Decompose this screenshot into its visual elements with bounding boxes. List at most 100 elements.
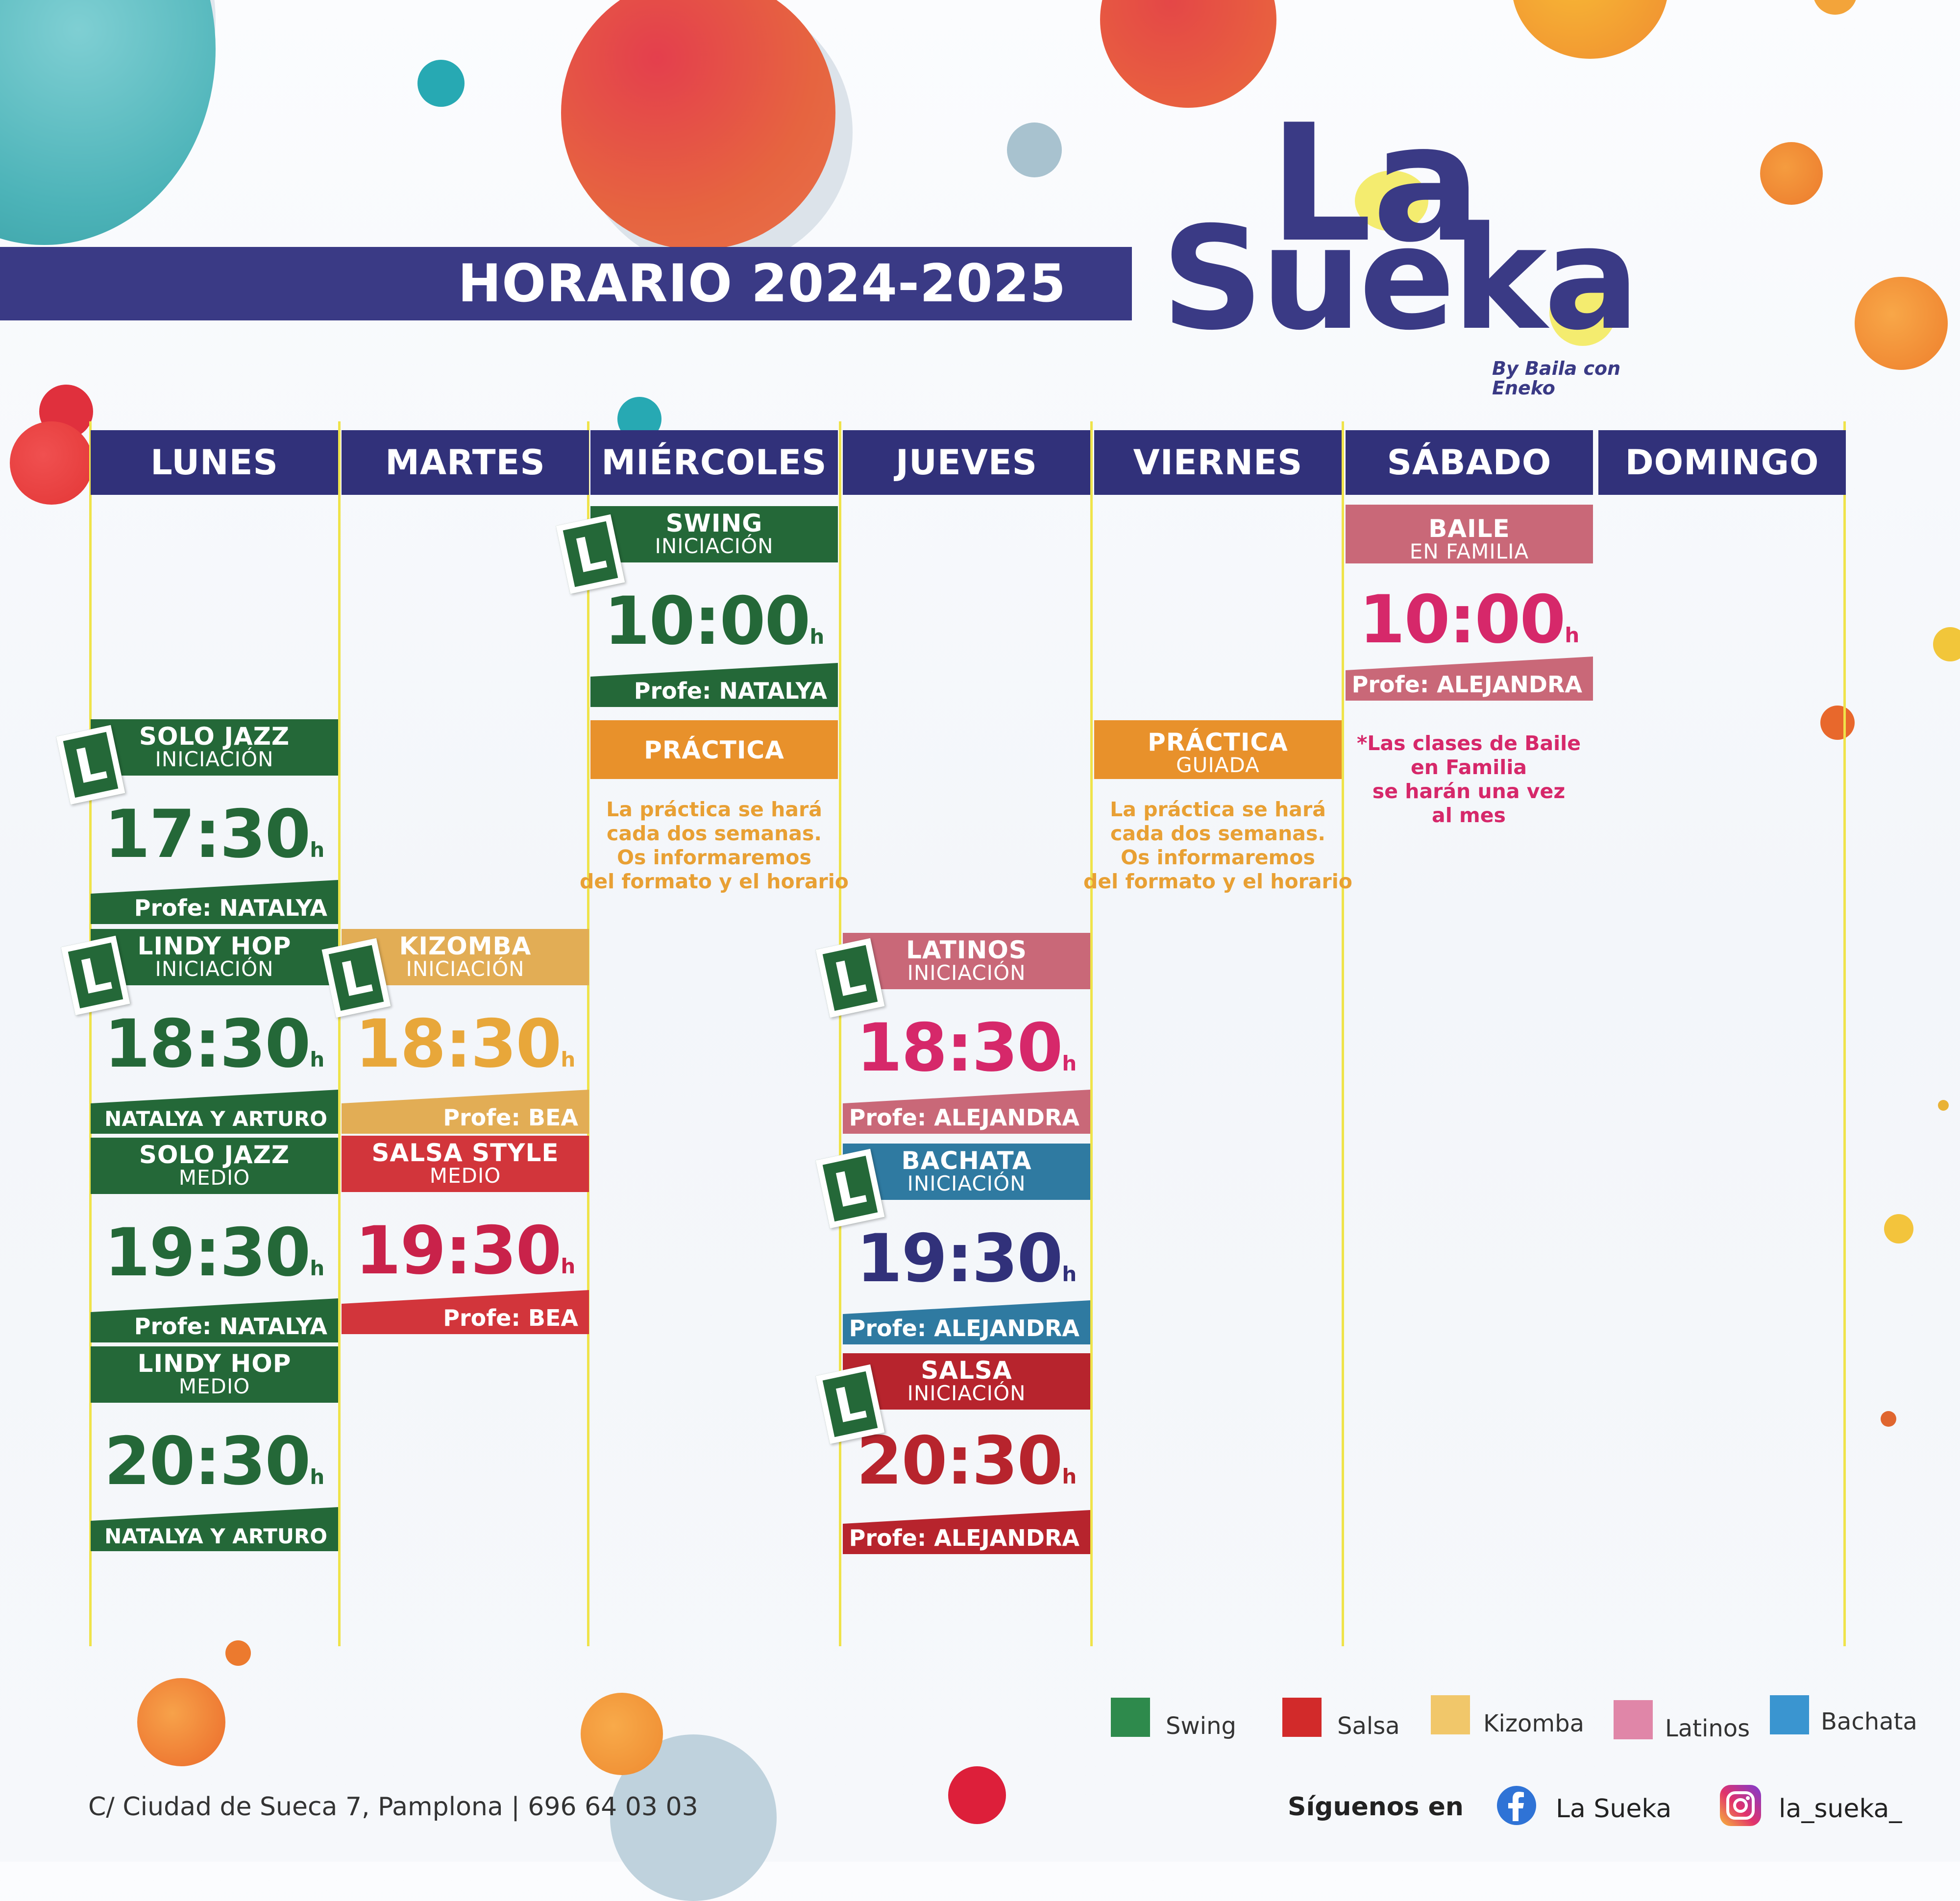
class-level: INICIACIÓN: [155, 747, 274, 771]
class-name: LINDY HOP: [137, 932, 292, 960]
class-time-value: 20:30: [104, 1423, 311, 1500]
class-teacher-label: Profe: BEA: [443, 1104, 578, 1131]
class-header: BACHATA INICIACIÓN: [843, 1144, 1090, 1200]
logo-line-2: Sueka: [1161, 196, 1640, 362]
logo-accents: [1355, 171, 1616, 346]
class-time-value: 18:30: [856, 1009, 1063, 1086]
practica-level: GUIADA: [1176, 753, 1260, 777]
class-teacher-label: NATALYA Y ARTURO: [104, 1107, 327, 1131]
class-time: 17:30h: [91, 800, 338, 884]
class-time-unit: h: [1062, 1051, 1077, 1075]
class-card: SWING INICIACIÓN 10:00h Profe: NATALYA: [590, 506, 838, 712]
class-card: LINDY HOP INICIACIÓN 18:30h NATALYA Y AR…: [91, 929, 338, 1135]
facebook-handle: La Sueka: [1556, 1794, 1672, 1824]
class-card: SALSA INICIACIÓN 20:30h Profe: ALEJANDRA: [843, 1353, 1090, 1559]
class-time-unit: h: [561, 1048, 576, 1072]
class-time-unit: h: [310, 1465, 325, 1489]
day-label: VIERNES: [1094, 430, 1342, 495]
class-teacher: Profe: NATALYA: [91, 875, 338, 924]
class-teacher: Profe: BEA: [342, 1085, 589, 1134]
class-time-unit: h: [310, 1048, 325, 1072]
class-time: 19:30h: [342, 1217, 589, 1301]
class-time-unit: h: [561, 1254, 576, 1278]
class-teacher: Profe: BEA: [342, 1285, 589, 1334]
class-teacher-label: Profe: NATALYA: [134, 895, 327, 921]
day-label: DOMINGO: [1598, 430, 1846, 495]
class-header: SOLO JAZZ MEDIO: [91, 1138, 338, 1194]
class-level: INICIACIÓN: [406, 957, 525, 981]
note-line: La práctica se hará: [1110, 798, 1326, 821]
class-time: 10:00h: [590, 587, 838, 671]
class-header: SALSA INICIACIÓN: [843, 1353, 1090, 1410]
class-time: 18:30h: [342, 1010, 589, 1094]
instagram-icon: [1720, 1785, 1761, 1826]
class-time-value: 19:30: [355, 1212, 562, 1289]
legend-swatch: [1614, 1700, 1653, 1739]
class-time: 19:30h: [843, 1224, 1090, 1309]
class-teacher-label: Profe: ALEJANDRA: [849, 1525, 1079, 1551]
facebook-icon: [1497, 1786, 1536, 1825]
class-time-unit: h: [1062, 1464, 1077, 1488]
class-teacher: NATALYA Y ARTURO: [91, 1502, 338, 1551]
page-title: HORARIO 2024-2025: [458, 253, 1066, 314]
note-line: se harán una vez: [1372, 780, 1566, 803]
note-line: La práctica se hará: [606, 798, 822, 821]
note-line: cada dos semanas.: [1110, 822, 1325, 845]
practica-name: PRÁCTICA: [644, 736, 784, 764]
class-card: KIZOMBA INICIACIÓN 18:30h Profe: BEA: [342, 929, 589, 1135]
note-line: del formato y el horario: [1083, 870, 1352, 893]
class-name: SWING: [665, 509, 763, 537]
class-teacher: NATALYA Y ARTURO: [91, 1085, 338, 1134]
note-line: Os informaremos: [617, 846, 811, 869]
class-name: KIZOMBA: [399, 932, 532, 960]
legend-label: Latinos: [1665, 1715, 1750, 1742]
note-line: del formato y el horario: [580, 870, 849, 893]
class-teacher: Profe: ALEJANDRA: [843, 1085, 1090, 1134]
class-time-unit: h: [1565, 623, 1580, 647]
class-time-value: 20:30: [856, 1422, 1063, 1499]
legend-label: Salsa: [1337, 1712, 1400, 1740]
class-time-value: 10:00: [1359, 581, 1566, 658]
day-label: MARTES: [342, 430, 589, 495]
class-time-unit: h: [809, 625, 825, 649]
class-card: BAILE EN FAMILIA 10:00h Profe: ALEJANDRA: [1346, 505, 1593, 710]
follow-label: Síguenos en: [1288, 1792, 1464, 1822]
class-time-value: 10:00: [604, 583, 811, 659]
day-header-lunes: LUNES: [91, 430, 338, 495]
class-header: LATINOS INICIACIÓN: [843, 933, 1090, 989]
practica-note: La práctica se hará cada dos semanas. Os…: [578, 798, 850, 894]
class-name: BACHATA: [901, 1146, 1032, 1175]
class-time: 18:30h: [91, 1010, 338, 1094]
class-time-unit: h: [1062, 1262, 1077, 1286]
class-teacher: Profe: NATALYA: [590, 658, 838, 707]
class-card: LATINOS INICIACIÓN 18:30h Profe: ALEJAND…: [843, 933, 1090, 1139]
class-teacher-label: Profe: ALEJANDRA: [1351, 671, 1582, 698]
legend-swatch: [1282, 1698, 1322, 1737]
day-label: MIÉRCOLES: [590, 430, 838, 495]
day-header-domingo: DOMINGO: [1598, 430, 1846, 495]
logo: La Sueka By Baila con Eneko: [1161, 103, 1676, 398]
class-level: INICIACIÓN: [907, 1381, 1026, 1405]
class-level: MEDIO: [178, 1374, 250, 1398]
practica-note: La práctica se hará cada dos semanas. Os…: [1082, 798, 1354, 894]
day-label: SÁBADO: [1346, 430, 1593, 495]
class-teacher: Profe: ALEJANDRA: [1346, 652, 1593, 701]
class-name: BAILE: [1428, 514, 1510, 543]
class-header: LINDY HOP INICIACIÓN: [91, 929, 338, 985]
class-time: 19:30h: [91, 1219, 338, 1303]
class-header: SWING INICIACIÓN: [590, 506, 838, 562]
class-header: SOLO JAZZ INICIACIÓN: [91, 719, 338, 776]
class-card: SALSA STYLE MEDIO 19:30h Profe: BEA: [342, 1136, 589, 1341]
class-time: 18:30h: [843, 1014, 1090, 1098]
class-time: 10:00h: [1346, 585, 1593, 670]
practica-header: PRÁCTICA GUIADA: [1094, 720, 1342, 779]
class-time-value: 18:30: [104, 1005, 311, 1082]
day-header-martes: MARTES: [342, 430, 589, 495]
day-header-jueves: JUEVES: [843, 430, 1090, 495]
class-header: SALSA STYLE MEDIO: [342, 1136, 589, 1192]
class-name: SALSA: [921, 1356, 1012, 1385]
class-time-value: 18:30: [355, 1005, 562, 1082]
class-time: 20:30h: [843, 1427, 1090, 1511]
day-label: JUEVES: [843, 430, 1090, 495]
class-teacher-label: Profe: NATALYA: [634, 678, 827, 704]
